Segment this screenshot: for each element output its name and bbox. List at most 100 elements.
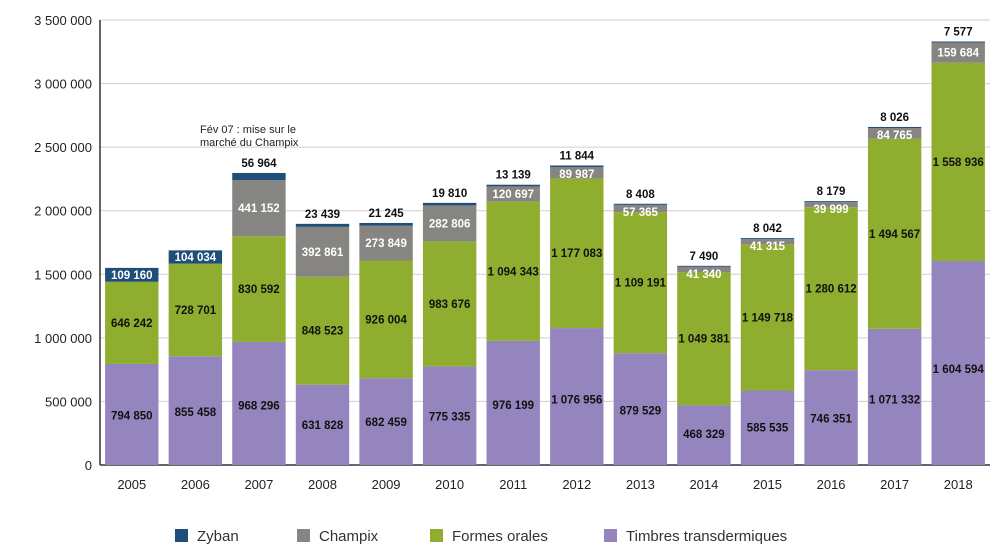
bar-segment-zyban (740, 238, 795, 240)
data-label: 441 152 (238, 203, 280, 215)
bar-segment-formes-orales (295, 276, 350, 385)
bar-segment-champix (232, 180, 286, 237)
legend-label: Timbres transdermiques (626, 528, 787, 545)
y-tick-label: 1 500 000 (34, 267, 92, 282)
data-label: 848 523 (302, 326, 344, 338)
bar-segment-formes-orales (867, 138, 922, 329)
bars: 794 850 646 242 109 160 855 458 728 701 104 0… (105, 27, 985, 465)
bar-segment-champix (295, 226, 350, 277)
data-label: 8 408 (626, 189, 655, 201)
bar-group-2013: 879 529 1 109 191 57 365 8 408 (613, 189, 668, 465)
bar-group-2008: 631 828 848 523 392 861 23 439 (295, 209, 350, 465)
bar-segment-champix (422, 205, 477, 242)
x-tick-label: 2016 (817, 477, 846, 492)
data-label: 879 529 (620, 406, 662, 418)
bar-segment-zyban (359, 222, 413, 226)
data-label: 646 242 (111, 318, 153, 330)
data-label: 775 335 (429, 412, 471, 424)
legend-swatch (430, 529, 443, 542)
data-label: 41 340 (686, 269, 721, 281)
bar-group-2007: 968 296 830 592 441 152 56 964 (232, 158, 286, 465)
data-label: 89 987 (559, 169, 594, 181)
bar-segment-champix (804, 202, 858, 208)
bar-segment-formes-orales (613, 212, 668, 354)
data-label: 855 458 (175, 407, 217, 419)
bar-segment-formes-orales (359, 260, 413, 379)
legend: Zyban Champix Formes orales Timbres transde… (175, 528, 787, 545)
legend-swatch (604, 529, 617, 542)
bar-segment-timbres-transdermiques (677, 405, 731, 465)
annotation: Fév 07 : mise sur le marché du Champix (200, 124, 299, 149)
bar-segment-formes-orales (232, 236, 286, 342)
bar-segment-formes-orales (168, 263, 223, 357)
legend-label: Formes orales (452, 528, 548, 545)
data-label: 7 577 (944, 27, 973, 39)
bar-segment-formes-orales (804, 207, 858, 371)
bar-segment-formes-orales (740, 244, 795, 391)
bar-group-2018: 1 604 594 1 558 936 159 684 7 577 (931, 27, 985, 465)
bar-segment-timbres-transdermiques (295, 384, 350, 465)
bar-segment-timbres-transdermiques (232, 341, 286, 465)
data-label: 746 351 (810, 413, 852, 425)
bar-segment-formes-orales (550, 178, 604, 329)
bar-group-2011: 976 199 1 094 343 120 697 13 139 (486, 170, 540, 465)
bar-segment-zyban (168, 250, 223, 264)
x-tick-label: 2006 (181, 477, 210, 492)
x-tick-label: 2009 (372, 477, 401, 492)
data-label: 1 149 718 (742, 312, 794, 324)
legend-item-formes-orales: Formes orales (430, 528, 548, 545)
bar-segment-timbres-transdermiques (613, 353, 668, 465)
data-label: 282 806 (429, 218, 471, 230)
data-label: 830 592 (238, 284, 280, 296)
y-tick-label: 1 000 000 (34, 331, 92, 346)
bar-segment-formes-orales (422, 241, 477, 367)
data-label: 1 109 191 (615, 278, 667, 290)
x-tick-label: 2007 (244, 477, 273, 492)
bar-segment-timbres-transdermiques (359, 378, 413, 465)
y-tick-label: 2 500 000 (34, 140, 92, 155)
x-tick-label: 2010 (435, 477, 464, 492)
bar-segment-timbres-transdermiques (168, 356, 223, 465)
legend-item-zyban: Zyban (175, 528, 239, 545)
data-label: 976 199 (492, 400, 534, 412)
data-label: 1 604 594 (933, 364, 985, 376)
bar-group-2012: 1 076 956 1 177 083 89 987 11 844 (550, 150, 604, 465)
y-tick-label: 500 000 (45, 394, 92, 409)
bar-segment-formes-orales (931, 62, 985, 261)
bar-segment-timbres-transdermiques (486, 340, 540, 465)
data-label: 631 828 (302, 420, 344, 432)
bar-segment-formes-orales (486, 201, 540, 341)
data-label: 983 676 (429, 299, 471, 311)
bar-segment-champix (359, 225, 413, 261)
x-tick-label: 2015 (753, 477, 782, 492)
bar-segment-timbres-transdermiques (105, 363, 159, 465)
data-label: 19 810 (432, 188, 467, 200)
bar-segment-zyban (550, 165, 604, 167)
data-label: 11 844 (560, 150, 595, 162)
x-tick-label: 2013 (626, 477, 655, 492)
bar-group-2006: 855 458 728 701 104 034 (168, 250, 223, 465)
bar-segment-zyban (804, 201, 858, 203)
data-label: 728 701 (175, 305, 217, 317)
data-label: 1 558 936 (933, 157, 984, 169)
bar-segment-zyban (867, 126, 922, 128)
bar-segment-champix (740, 239, 795, 245)
data-label: 84 765 (877, 130, 913, 142)
bar-segment-champix (867, 127, 922, 139)
legend-label: Zyban (197, 528, 239, 545)
bar-segment-champix (613, 204, 668, 213)
data-label: 39 999 (813, 204, 848, 216)
data-label: 926 004 (365, 314, 407, 326)
bar-segment-zyban (232, 172, 286, 181)
data-label: 1 280 612 (805, 284, 856, 296)
bar-segment-timbres-transdermiques (422, 366, 477, 465)
data-label: 8 042 (753, 223, 782, 235)
bar-segment-timbres-transdermiques (740, 390, 795, 465)
data-label: 8 179 (817, 186, 846, 198)
bar-segment-champix (486, 186, 540, 202)
data-label: 120 697 (492, 189, 534, 201)
x-tick-label: 2014 (689, 477, 718, 492)
y-tick-label: 3 500 000 (34, 13, 92, 28)
data-label: 104 034 (175, 252, 217, 264)
